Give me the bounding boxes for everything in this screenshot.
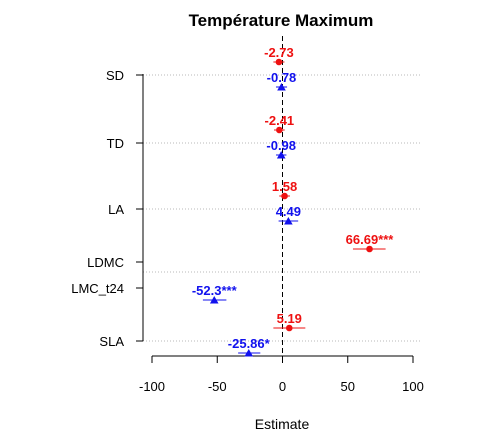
y-tick-label: LMC_t24 [71, 281, 124, 296]
estimate-point [276, 126, 283, 134]
y-tick-label: TD [107, 136, 124, 151]
x-tick-label: -50 [208, 379, 227, 394]
estimate-label: -25.86* [228, 336, 271, 351]
y-axis-ticks: SD TD LA LDMC LMC_t24 SLA [71, 68, 143, 349]
estimate-point [366, 245, 373, 253]
y-tick-label: SD [106, 68, 124, 83]
estimate-label: -2.41 [265, 113, 295, 128]
x-tick-label: 0 [279, 379, 286, 394]
x-tick-label: 100 [402, 379, 424, 394]
x-axis-ticks: -100 -50 0 50 100 [139, 356, 424, 394]
estimate-point [277, 83, 286, 91]
estimate-marks: -2.73 -2.41 1.58 66.69*** 5.19 -0.78 -0.98 4.49… [192, 45, 394, 357]
estimate-label: 4.49 [276, 204, 301, 219]
estimate-point [209, 296, 219, 304]
estimate-label: -2.73 [264, 45, 294, 60]
grid-lines [143, 74, 420, 342]
estimate-label: 1.58 [272, 179, 297, 194]
x-axis-title: Estimate [255, 416, 310, 432]
estimate-point [284, 217, 293, 225]
estimate-point [244, 349, 254, 357]
y-tick-label: LA [108, 202, 124, 217]
estimate-point [275, 58, 283, 66]
x-tick-label: 50 [341, 379, 355, 394]
estimate-label: -52.3*** [192, 283, 238, 298]
y-tick-label: SLA [99, 334, 124, 349]
estimate-label: 5.19 [277, 311, 302, 326]
estimate-label: -0.98 [266, 138, 296, 153]
estimate-label: 66.69*** [346, 232, 395, 247]
chart-title: Température Maximum [189, 11, 374, 30]
estimate-point [281, 192, 288, 200]
estimate-point [276, 151, 286, 159]
estimate-label: -0.78 [267, 70, 297, 85]
x-tick-label: -100 [139, 379, 165, 394]
y-tick-label: LDMC [87, 255, 124, 270]
estimate-point [285, 324, 293, 332]
